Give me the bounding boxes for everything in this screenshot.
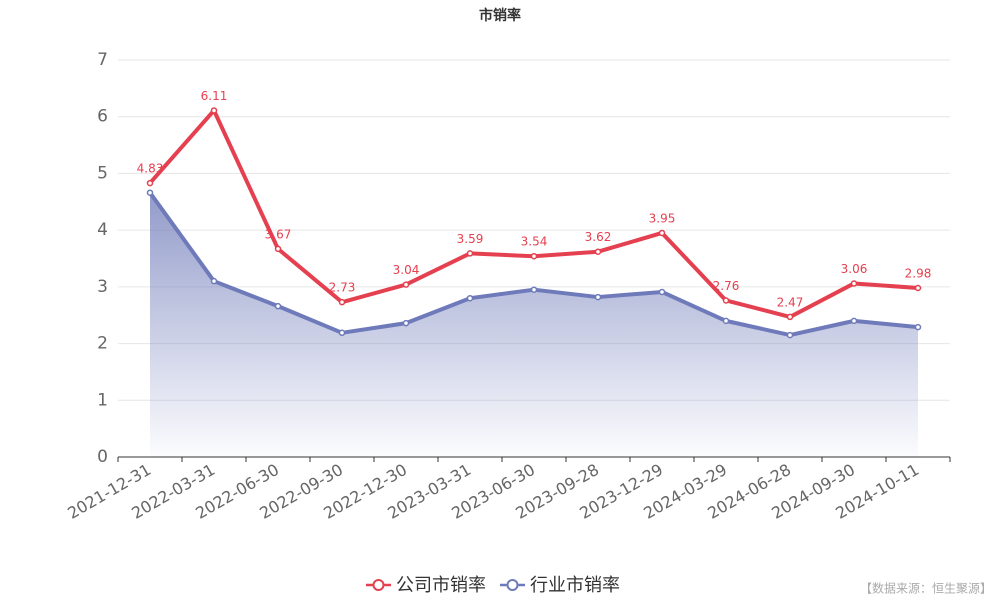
y-tick-label: 1 — [97, 390, 108, 410]
y-tick-label: 7 — [97, 50, 108, 70]
point — [210, 107, 218, 114]
point — [722, 317, 730, 325]
data-label: 2.73 — [329, 281, 356, 295]
y-tick-label: 0 — [97, 447, 108, 467]
point — [402, 281, 410, 288]
data-label: 6.11 — [201, 89, 228, 103]
point — [466, 294, 474, 302]
legend-label: 公司市销率 — [396, 575, 486, 596]
area — [150, 192, 918, 457]
point — [914, 284, 922, 292]
data-label: 3.67 — [265, 227, 292, 241]
point — [786, 331, 794, 339]
data-label: 3.54 — [521, 235, 548, 249]
legend-label: 行业市销率 — [530, 575, 620, 596]
point — [338, 298, 346, 306]
data-label: 3.06 — [841, 262, 868, 276]
legend-marker — [506, 579, 519, 591]
point — [146, 179, 154, 187]
data-label: 2.47 — [777, 295, 804, 309]
point — [466, 250, 474, 257]
y-tick-label: 3 — [97, 277, 108, 297]
point — [274, 245, 282, 253]
y-tick-label: 5 — [97, 163, 108, 183]
y-tick-label: 4 — [97, 220, 108, 240]
point — [850, 280, 858, 287]
point — [850, 317, 858, 325]
point — [722, 297, 730, 304]
data-label: 3.95 — [649, 211, 676, 225]
series-line — [148, 108, 919, 319]
point — [658, 229, 666, 237]
point — [914, 323, 922, 331]
data-label: 4.83 — [137, 162, 164, 176]
point — [210, 277, 218, 285]
point — [338, 329, 346, 337]
point — [530, 252, 538, 260]
point — [274, 302, 282, 310]
source-note: 【数据来源：恒生聚源】 — [860, 581, 992, 596]
chart-title: 市销率 — [479, 7, 521, 24]
data-label: 2.76 — [713, 279, 740, 293]
y-tick-label: 6 — [97, 107, 108, 127]
point — [658, 288, 666, 296]
point — [594, 293, 602, 301]
point — [402, 319, 410, 327]
y-tick-label: 2 — [97, 334, 108, 354]
point — [594, 248, 602, 255]
data-label: 3.04 — [393, 263, 420, 277]
data-label: 3.62 — [585, 230, 612, 244]
legend-item[interactable]: 行业市销率 — [500, 575, 620, 596]
data-label: 3.59 — [457, 232, 484, 246]
point — [786, 313, 794, 321]
point — [530, 286, 538, 293]
point — [146, 189, 154, 196]
legend-marker — [372, 579, 385, 591]
legend-item[interactable]: 公司市销率 — [366, 575, 486, 596]
data-label: 2.98 — [905, 266, 932, 280]
